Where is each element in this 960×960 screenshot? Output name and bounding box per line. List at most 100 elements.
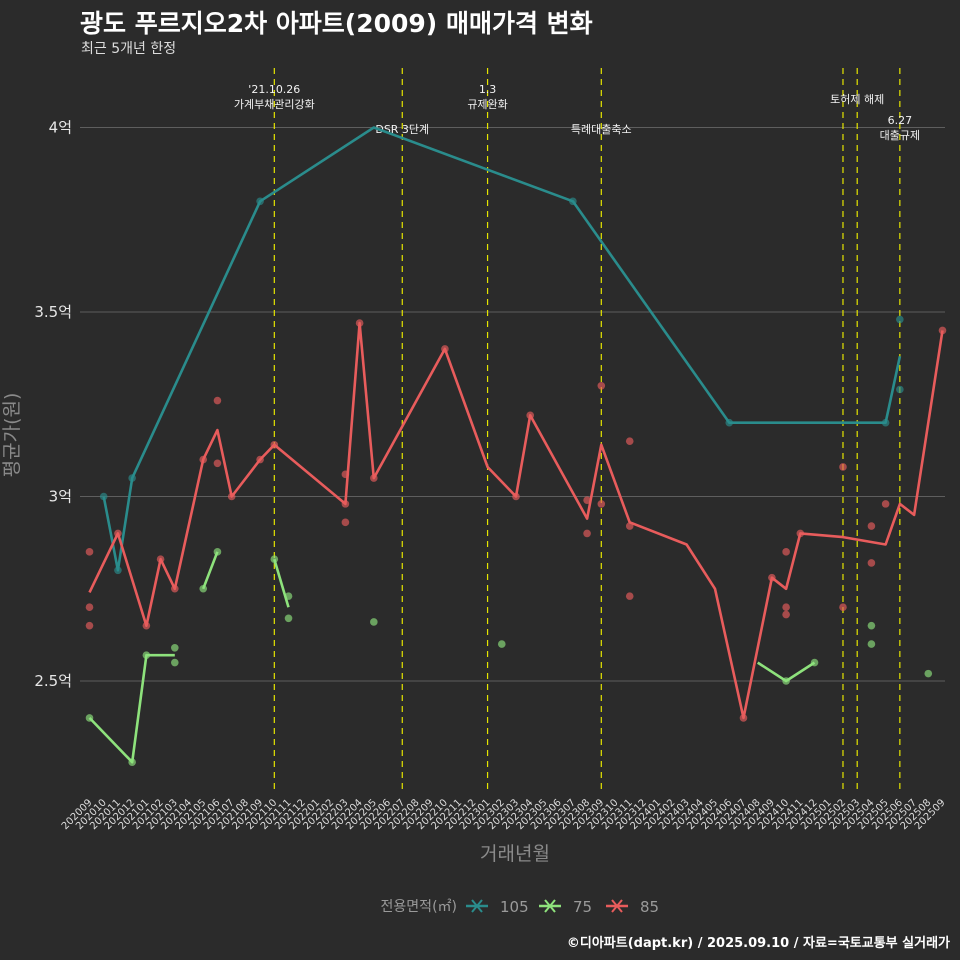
series-line-75 [273, 558, 290, 608]
y-tick-label: 3.5억 [34, 303, 72, 321]
data-point-85 [156, 555, 165, 564]
data-point-85 [839, 603, 847, 611]
data-point-75 [924, 669, 933, 678]
data-point-85 [441, 345, 449, 353]
data-point-75 [284, 592, 293, 600]
data-point-85 [142, 621, 151, 630]
data-point-75 [85, 714, 94, 722]
data-point-85 [512, 492, 520, 501]
data-point-105 [881, 418, 890, 427]
data-point-85 [583, 529, 591, 538]
event-label: 1.3 규제완화 [467, 83, 507, 111]
data-point-105 [896, 315, 904, 324]
data-point-85 [782, 603, 790, 611]
data-point-75 [213, 548, 222, 556]
data-point-85 [341, 470, 350, 479]
data-point-105 [128, 474, 136, 482]
data-point-85 [739, 714, 748, 722]
data-point-85 [625, 437, 634, 445]
data-point-75 [284, 614, 293, 623]
data-point-105 [99, 492, 108, 501]
event-label-line: '21.10.26 [248, 83, 300, 96]
data-point-85 [597, 500, 606, 508]
source-caption: ©디아파트(dapt.kr) / 2025.09.10 / 자료=국토교통부 실… [566, 936, 950, 951]
event-label: 토허제 해제 [830, 92, 884, 106]
data-point-85 [597, 382, 606, 390]
legend-label: 85 [640, 898, 659, 916]
data-point-85 [782, 548, 790, 556]
data-point-85 [85, 603, 94, 611]
axis-layer: 2.5억3억3.5억4억2020092020102020112020122021… [1, 119, 948, 866]
data-point-85 [341, 518, 350, 527]
legend-swatch-cross [471, 899, 483, 913]
data-point-85 [199, 455, 208, 464]
data-point-85 [85, 621, 94, 630]
data-point-85 [114, 529, 122, 538]
series-layer [85, 126, 947, 766]
legend-label: 105 [500, 898, 529, 916]
event-label: 특례대출축소 [571, 123, 632, 136]
x-axis-title: 거래년월 [480, 843, 550, 865]
chart-subtitle: 최근 5개년 한정 [81, 41, 177, 57]
data-point-85 [171, 584, 179, 593]
data-point-75 [497, 640, 506, 648]
event-label: DSR 3단계 [375, 123, 429, 136]
event-label-line: 가계부채관리강화 [234, 98, 315, 111]
legend: 전용면적(㎡) 105 75 85 [381, 898, 660, 916]
event-label: '21.10.26 가계부채관리강화 [234, 83, 315, 111]
legend-key-75: 75 [539, 898, 592, 916]
data-point-75 [199, 584, 208, 593]
data-point-75 [142, 651, 151, 659]
series-line-75 [201, 551, 219, 590]
data-point-75 [810, 658, 819, 667]
data-point-85 [370, 474, 378, 482]
data-point-85 [625, 522, 634, 530]
data-point-75 [171, 643, 179, 652]
data-point-85 [796, 529, 805, 538]
data-point-85 [938, 326, 947, 335]
chart-title: 광도 푸르지오2차 아파트(2009) 매매가격 변화 [80, 9, 593, 38]
data-point-85 [256, 455, 264, 464]
data-point-85 [85, 548, 94, 556]
data-point-105 [569, 197, 577, 206]
event-label-line: 대출규제 [880, 129, 920, 142]
series-line-105 [102, 126, 902, 572]
data-point-85 [526, 411, 535, 420]
data-point-75 [171, 658, 179, 667]
event-label-line: 특례대출축소 [571, 123, 632, 136]
series-line-85 [88, 321, 944, 720]
data-point-85 [625, 592, 634, 600]
legend-title: 전용면적(㎡) [381, 899, 457, 915]
data-point-85 [867, 522, 876, 530]
data-point-85 [355, 319, 364, 327]
data-point-75 [370, 618, 378, 626]
data-point-85 [839, 463, 847, 471]
event-label: 6.27 대출규제 [880, 114, 920, 142]
data-point-75 [782, 677, 790, 685]
data-point-85 [583, 496, 591, 504]
series-line-75 [88, 653, 175, 764]
data-point-85 [213, 459, 222, 468]
data-point-85 [768, 573, 776, 582]
data-point-75 [270, 555, 279, 564]
event-label-line: DSR 3단계 [375, 123, 429, 136]
grid-layer [80, 127, 945, 682]
legend-label: 75 [573, 898, 592, 916]
data-point-105 [896, 385, 904, 394]
data-point-85 [782, 610, 790, 619]
data-point-85 [270, 441, 279, 449]
data-point-75 [128, 758, 136, 766]
event-label-line: 규제완화 [467, 98, 507, 111]
legend-key-85: 85 [606, 898, 659, 916]
legend-swatch-cross [544, 899, 556, 913]
legend-key-105: 105 [466, 898, 529, 916]
data-point-85 [867, 559, 876, 567]
data-point-85 [341, 500, 350, 508]
data-point-105 [114, 566, 122, 575]
data-point-85 [881, 500, 890, 508]
y-tick-label: 4억 [49, 119, 72, 137]
y-tick-label: 2.5억 [34, 672, 72, 690]
data-point-105 [256, 197, 264, 206]
